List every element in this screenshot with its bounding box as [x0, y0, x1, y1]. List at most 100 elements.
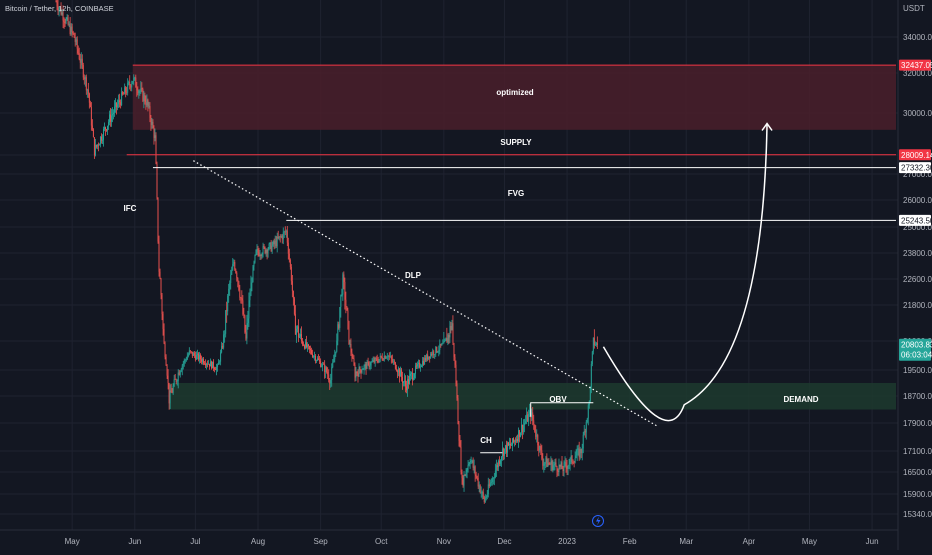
candle-body — [390, 356, 392, 360]
candle-body — [117, 104, 119, 108]
candle-body — [471, 460, 473, 462]
candle-body — [541, 450, 543, 459]
candle-body — [363, 365, 365, 370]
candle-body — [231, 270, 233, 275]
projection-curve[interactable] — [602, 123, 768, 422]
candle-body — [344, 281, 346, 300]
candle-body — [234, 261, 236, 270]
candle-body — [223, 334, 225, 348]
candle-body — [562, 468, 564, 472]
candle-body — [311, 350, 312, 354]
zone-demand[interactable] — [169, 383, 896, 410]
candle-body — [466, 469, 468, 472]
candle-body — [239, 290, 241, 298]
candle-body — [508, 442, 509, 446]
candle-body — [467, 465, 469, 470]
candle-body — [175, 379, 177, 382]
candle-body — [532, 412, 534, 421]
price-tag — [899, 59, 931, 71]
candle-body — [360, 369, 362, 373]
candle-body — [214, 367, 216, 370]
candle-body — [163, 328, 165, 344]
candle-body — [436, 346, 438, 353]
candle-body — [82, 65, 84, 78]
candle-body — [442, 343, 444, 345]
candle-body — [140, 88, 142, 92]
candle-body — [539, 446, 541, 451]
obv-line[interactable] — [530, 402, 594, 417]
candle-body — [63, 20, 65, 22]
candle-body — [71, 26, 73, 32]
candle-body — [424, 357, 426, 365]
candle-body — [515, 440, 516, 442]
candle-body — [263, 246, 265, 248]
candle-body — [64, 21, 66, 23]
price-axis[interactable] — [898, 0, 932, 550]
lightning-icon[interactable] — [592, 515, 604, 527]
candle-body — [129, 81, 131, 86]
candle-body — [109, 114, 110, 123]
candle-body — [155, 135, 157, 164]
candle-body — [596, 343, 598, 345]
candle-body — [337, 324, 339, 341]
candle-body — [552, 465, 554, 470]
candle-body — [591, 351, 593, 364]
candle-body — [150, 117, 152, 125]
candle-body — [77, 48, 79, 53]
candle-body — [78, 52, 80, 60]
candle-body — [87, 89, 89, 94]
candle-body — [389, 356, 391, 357]
candle-body — [85, 77, 87, 91]
candle-body — [126, 92, 128, 94]
candle-body — [475, 474, 477, 477]
candle-body — [584, 431, 586, 433]
candle-body — [420, 366, 422, 368]
y-tick-label: 22600.00 — [903, 275, 932, 284]
x-tick-label: Aug — [251, 537, 265, 546]
candle-body — [156, 163, 158, 198]
candle-body — [511, 445, 512, 446]
candle-body — [497, 460, 499, 468]
trendline-dlp[interactable] — [193, 160, 659, 428]
candle-body — [265, 249, 267, 254]
candle-body — [409, 375, 410, 384]
candle-body — [483, 496, 485, 503]
candle-body — [401, 377, 403, 383]
annotation-labels: optimized SUPPLY FVG IFC DLP OBV CH DEMAND — [124, 88, 819, 445]
candle-body — [550, 460, 552, 465]
candle-body — [333, 359, 335, 363]
candle-body — [235, 269, 237, 273]
zone-optimized[interactable] — [132, 65, 896, 130]
candle-body — [492, 478, 494, 479]
candle-body — [276, 236, 278, 247]
candle-body — [485, 496, 487, 499]
candle-body — [381, 357, 383, 360]
candle-body — [274, 240, 276, 245]
candle-body — [397, 368, 399, 373]
candle-body — [184, 359, 186, 361]
candle-body — [413, 377, 414, 380]
candle-body — [394, 362, 396, 369]
candle-body — [258, 252, 260, 256]
candle-body — [469, 462, 471, 465]
candle-body — [69, 23, 71, 35]
candle-body — [135, 77, 137, 88]
candle-body — [455, 364, 457, 384]
projection-arrow-head — [761, 122, 773, 131]
candle-body — [579, 448, 581, 458]
candle-body — [221, 346, 223, 353]
candle-body — [578, 448, 580, 458]
candle-body — [279, 236, 281, 238]
candle-body — [204, 363, 205, 364]
candle-body — [166, 365, 168, 376]
candle-body — [576, 450, 578, 456]
candle-body — [240, 297, 242, 299]
label-ifc: IFC — [124, 204, 137, 213]
candle-body — [94, 144, 96, 156]
candle-body — [111, 115, 112, 122]
x-tick-label: Feb — [623, 537, 637, 546]
candle-body — [545, 457, 547, 463]
candle-body — [295, 328, 297, 335]
